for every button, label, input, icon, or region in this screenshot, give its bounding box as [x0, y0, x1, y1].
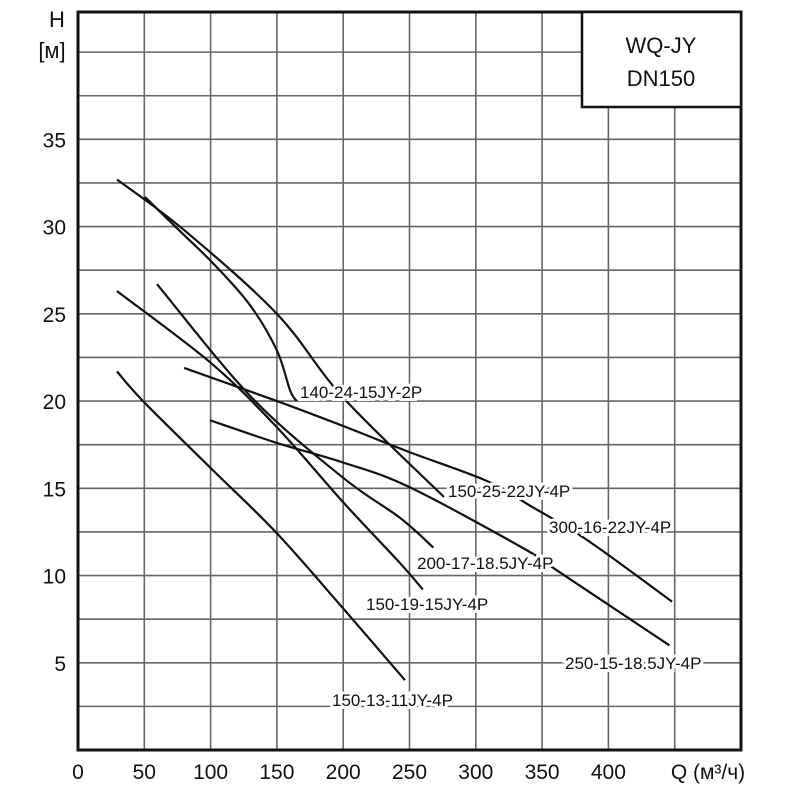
x-tick-label: 50: [133, 761, 156, 784]
x-axis-label: Q (м³/ч): [671, 761, 745, 784]
series-line: [116, 290, 424, 591]
series-line: [116, 370, 406, 681]
y-tick-label: 20: [43, 391, 66, 414]
x-tick-label: 250: [392, 761, 427, 784]
y-tick-label: 15: [43, 478, 66, 501]
x-tick-label: 300: [458, 761, 493, 784]
series-line: [116, 178, 445, 498]
tick-labels: 0 50 100 150 200 250 300 350 400 5 10 15 20 25 30 35: [43, 129, 626, 784]
series-label: 250-15-18.5JY-4P: [565, 654, 701, 673]
series-label: 300-16-22JY-4P: [549, 518, 671, 537]
y-tick-label: 35: [43, 129, 66, 152]
x-tick-label: 200: [326, 761, 361, 784]
title-box: [580, 10, 743, 109]
x-tick-label: 350: [525, 761, 560, 784]
y-axis-unit: [м]: [38, 38, 65, 63]
x-tick-label: 100: [193, 761, 228, 784]
chart-subtitle: DN150: [627, 66, 695, 91]
series-label: 140-24-15JY-2P: [300, 383, 422, 402]
series-label: 150-25-22JY-4P: [448, 482, 570, 501]
plot-frame: [76, 10, 743, 752]
y-tick-label: 10: [43, 566, 66, 589]
x-tick-label: 400: [591, 761, 626, 784]
x-tick-label: 0: [72, 761, 84, 784]
y-tick-label: 30: [43, 217, 66, 240]
grid: [78, 12, 741, 750]
curve-labels: 140-24-15JY-2P 150-25-22JY-4P 300-16-22JY-…: [297, 380, 704, 713]
series-line: [144, 196, 298, 402]
series-label: 150-13-11JY-4P: [332, 691, 453, 710]
series-label: 150-19-15JY-4P: [366, 595, 488, 614]
series-line: [156, 283, 435, 549]
series-label: 200-17-18.5JY-4P: [417, 554, 553, 573]
curves: [116, 178, 673, 681]
y-axis-label: H: [49, 7, 65, 32]
series-line: [209, 419, 671, 647]
series-line: [183, 366, 673, 603]
y-tick-label: 25: [43, 304, 66, 327]
chart-title: WQ-JY: [626, 33, 697, 58]
y-tick-label: 5: [54, 653, 66, 676]
x-tick-label: 150: [259, 761, 294, 784]
